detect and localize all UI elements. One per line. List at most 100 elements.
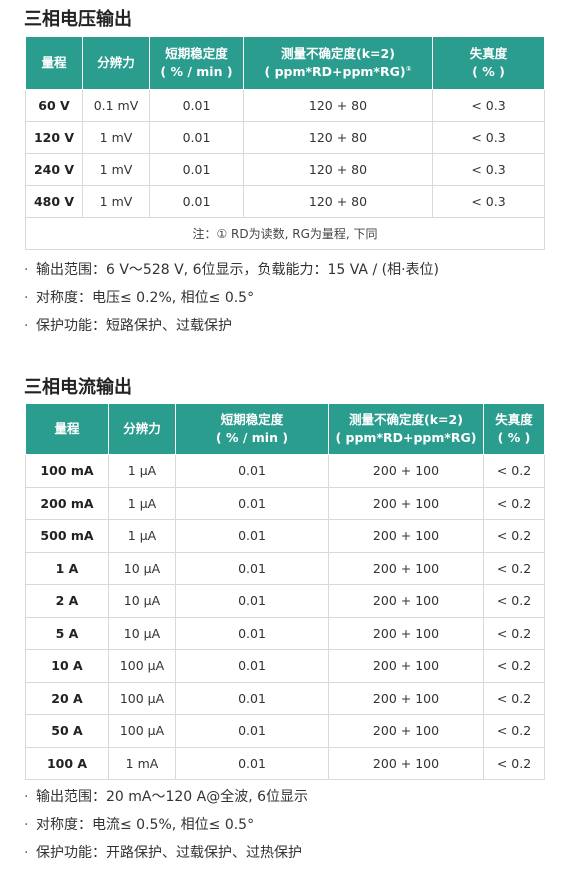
- note-text: 对称度：电流≤ 0.5%, 相位≤ 0.5°: [36, 817, 255, 833]
- cell-resolution: 10 μA: [108, 584, 176, 618]
- note-item: · 对称度：电压≤ 0.2%, 相位≤ 0.5°: [24, 284, 439, 312]
- header-stability-line1: 短期稳定度: [165, 46, 228, 61]
- cell-distortion: < 0.2: [483, 486, 545, 520]
- cell-resolution: 100 μA: [108, 681, 176, 715]
- cell-distortion: < 0.2: [483, 616, 545, 650]
- cell-resolution: 10 μA: [108, 616, 176, 650]
- current-section-title: 三相电流输出: [24, 377, 132, 398]
- cell-uncertainty: 200 + 100: [328, 519, 484, 553]
- header-resolution: 分辨力: [82, 36, 150, 90]
- voltage-spec-table: 量程 分辨力 短期稳定度 ( % / min ) 测量不确定度(k=2) ( p…: [25, 36, 545, 250]
- cell-range: 60 V: [25, 89, 83, 122]
- bullet: ·: [24, 290, 29, 306]
- header-distortion-line1: 失真度: [469, 46, 508, 61]
- table-row: 240 V 1 mV 0.01 120 + 80 < 0.3: [25, 153, 545, 186]
- cell-range: 100 mA: [25, 454, 109, 488]
- cell-uncertainty: 200 + 100: [328, 714, 484, 748]
- header-distortion: 失真度 ( % ): [483, 403, 545, 455]
- cell-distortion: < 0.2: [483, 454, 545, 488]
- cell-stability: 0.01: [175, 486, 329, 520]
- cell-resolution: 100 μA: [108, 649, 176, 683]
- cell-stability: 0.01: [175, 454, 329, 488]
- current-spec-table: 量程 分辨力 短期稳定度 ( % / min ) 测量不确定度(k=2) ( p…: [25, 403, 545, 780]
- cell-stability: 0.01: [175, 584, 329, 618]
- cell-stability: 0.01: [149, 185, 244, 218]
- header-resolution-label: 分辨力: [97, 55, 135, 70]
- cell-stability: 0.01: [175, 714, 329, 748]
- cell-range: 120 V: [25, 121, 83, 154]
- bullet: ·: [24, 789, 29, 805]
- bullet: ·: [24, 262, 29, 278]
- header-distortion: 失真度 ( % ): [432, 36, 545, 90]
- cell-range: 240 V: [25, 153, 83, 186]
- cell-resolution: 100 μA: [108, 714, 176, 748]
- cell-range: 500 mA: [25, 519, 109, 553]
- table-row: 60 V 0.1 mV 0.01 120 + 80 < 0.3: [25, 89, 545, 122]
- cell-uncertainty: 120 + 80: [243, 89, 433, 122]
- cell-distortion: < 0.3: [432, 121, 545, 154]
- cell-stability: 0.01: [175, 519, 329, 553]
- cell-resolution: 0.1 mV: [82, 89, 150, 122]
- header-stability-line2: ( % / min ): [215, 430, 289, 445]
- table-row: 500 mA 1 μA 0.01 200 + 100 < 0.2: [25, 519, 545, 553]
- note-text: 输出范围：20 mA～120 A@全波, 6位显示: [36, 789, 309, 805]
- table-row: 20 A 100 μA 0.01 200 + 100 < 0.2: [25, 681, 545, 715]
- note-item: · 输出范围：20 mA～120 A@全波, 6位显示: [24, 783, 308, 811]
- cell-range: 10 A: [25, 649, 109, 683]
- header-uncertainty-line1: 测量不确定度(k=2): [349, 412, 463, 427]
- table-footnote: 注：① RD为读数, RG为量程, 下同: [25, 217, 545, 250]
- header-range: 量程: [25, 403, 109, 455]
- note-item: · 保护功能：短路保护、过载保护: [24, 312, 439, 340]
- bullet: ·: [24, 845, 29, 861]
- header-range-label: 量程: [41, 55, 67, 70]
- cell-resolution: 1 mA: [108, 746, 176, 780]
- cell-range: 2 A: [25, 584, 109, 618]
- header-distortion-line1: 失真度: [495, 412, 533, 427]
- header-range-label: 量程: [54, 421, 80, 436]
- header-distortion-line2: ( % ): [497, 430, 531, 445]
- table-row: 120 V 1 mV 0.01 120 + 80 < 0.3: [25, 121, 545, 154]
- note-text: 保护功能：开路保护、过载保护、过热保护: [36, 845, 302, 861]
- cell-range: 100 A: [25, 746, 109, 780]
- cell-distortion: < 0.3: [432, 153, 545, 186]
- cell-range: 1 A: [25, 551, 109, 585]
- cell-uncertainty: 200 + 100: [328, 584, 484, 618]
- cell-uncertainty: 120 + 80: [243, 153, 433, 186]
- cell-stability: 0.01: [149, 89, 244, 122]
- cell-uncertainty: 200 + 100: [328, 681, 484, 715]
- cell-stability: 0.01: [175, 746, 329, 780]
- cell-uncertainty: 200 + 100: [328, 486, 484, 520]
- cell-range: 50 A: [25, 714, 109, 748]
- table-row: 2 A 10 μA 0.01 200 + 100 < 0.2: [25, 584, 545, 618]
- current-notes: · 输出范围：20 mA～120 A@全波, 6位显示 · 对称度：电流≤ 0.5%…: [24, 783, 308, 867]
- header-uncertainty-line2-text: ( ppm*RD+ppm*RG): [264, 64, 406, 79]
- cell-resolution: 1 mV: [82, 185, 150, 218]
- header-resolution-label: 分辨力: [123, 421, 161, 436]
- header-uncertainty-line2: ( ppm*RD+ppm*RG): [335, 430, 477, 445]
- header-uncertainty-line1: 测量不确定度(k=2): [281, 46, 395, 61]
- bullet: ·: [24, 318, 29, 334]
- footnote-row: 注：① RD为读数, RG为量程, 下同: [25, 217, 545, 250]
- cell-uncertainty: 120 + 80: [243, 185, 433, 218]
- cell-distortion: < 0.3: [432, 185, 545, 218]
- cell-range: 200 mA: [25, 486, 109, 520]
- cell-stability: 0.01: [175, 649, 329, 683]
- cell-distortion: < 0.2: [483, 681, 545, 715]
- note-item: · 输出范围：6 V～528 V, 6位显示，负载能力：15 VA / (相·表位…: [24, 256, 439, 284]
- header-uncertainty-line2: ( ppm*RD+ppm*RG)①: [246, 63, 430, 81]
- cell-resolution: 1 μA: [108, 454, 176, 488]
- note-text: 保护功能：短路保护、过载保护: [36, 318, 232, 334]
- table-row: 480 V 1 mV 0.01 120 + 80 < 0.3: [25, 185, 545, 218]
- table-row: 5 A 10 μA 0.01 200 + 100 < 0.2: [25, 616, 545, 650]
- note-text: 输出范围：6 V～528 V, 6位显示，负载能力：15 VA / (相·表位): [36, 262, 440, 278]
- header-uncertainty: 测量不确定度(k=2) ( ppm*RD+ppm*RG): [328, 403, 484, 455]
- cell-distortion: < 0.2: [483, 519, 545, 553]
- cell-resolution: 1 μA: [108, 519, 176, 553]
- header-stability-line2: ( % / min ): [160, 64, 233, 79]
- cell-distortion: < 0.2: [483, 649, 545, 683]
- cell-resolution: 1 mV: [82, 121, 150, 154]
- voltage-header-row: 量程 分辨力 短期稳定度 ( % / min ) 测量不确定度(k=2) ( p…: [25, 36, 545, 90]
- voltage-notes: · 输出范围：6 V～528 V, 6位显示，负载能力：15 VA / (相·表位…: [24, 256, 439, 340]
